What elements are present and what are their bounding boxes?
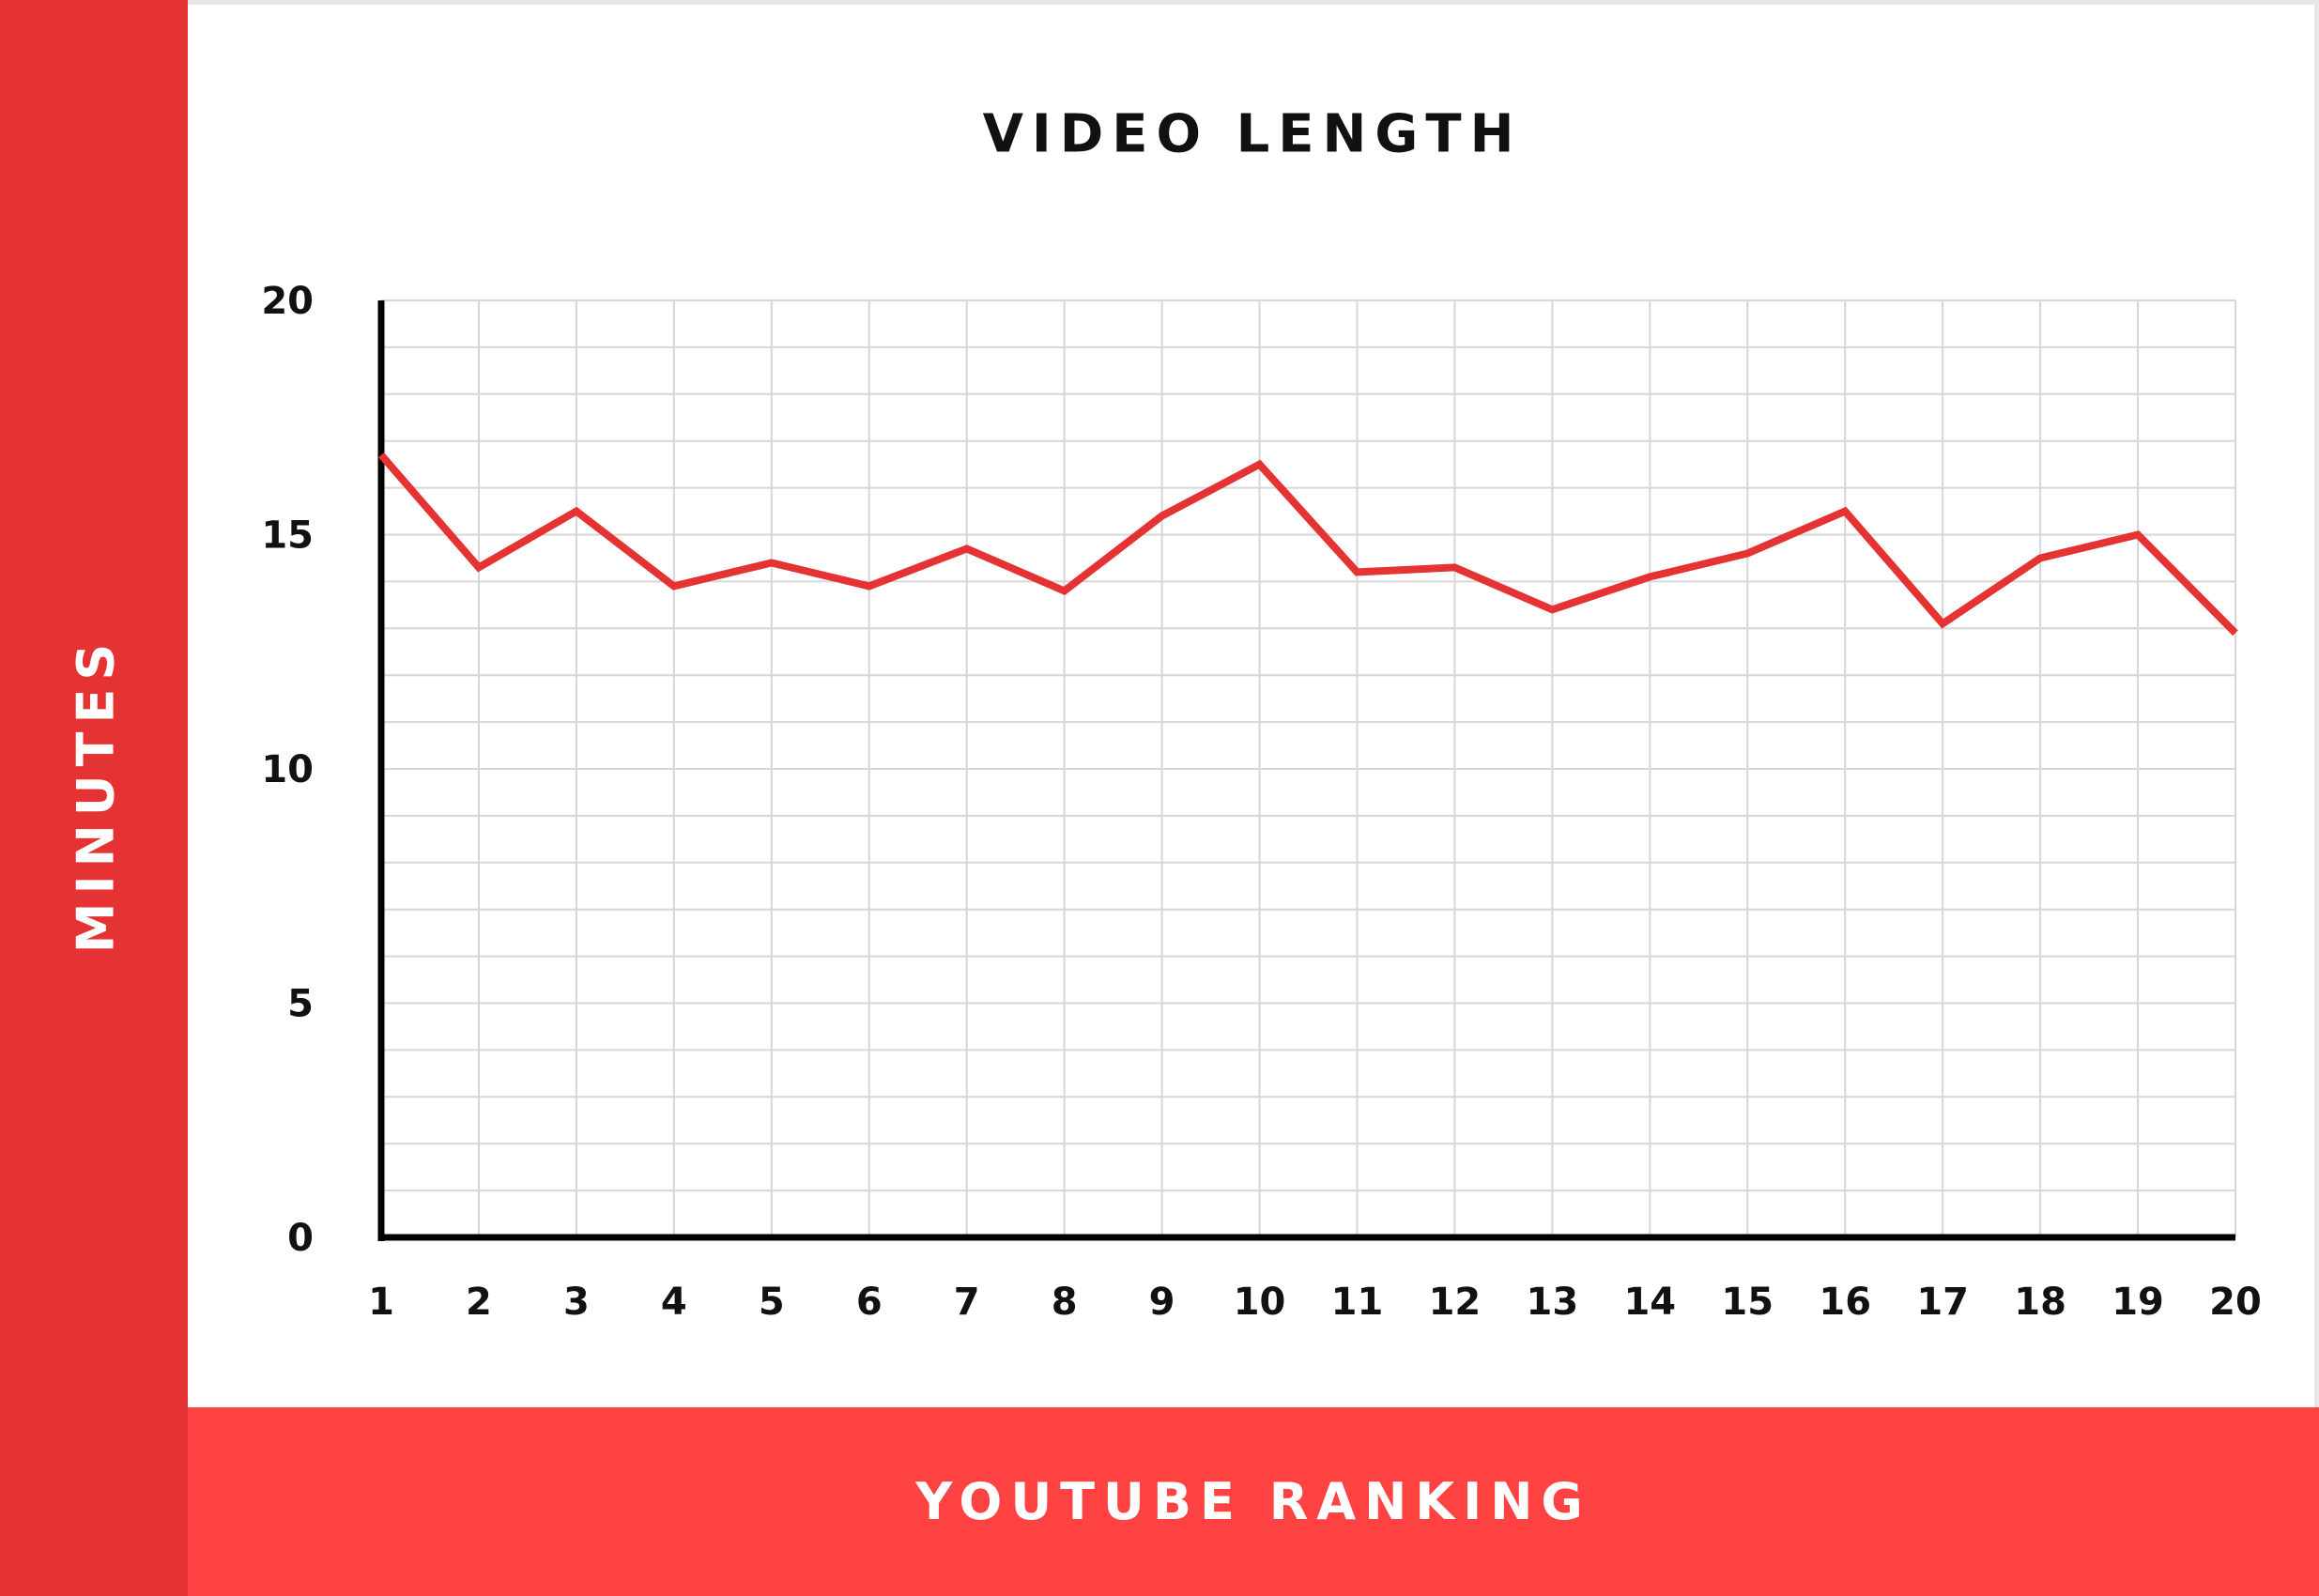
x-tick-label: 3: [563, 1281, 590, 1324]
x-axis-band: YOUTUBE RANKING: [188, 1407, 2319, 1596]
x-axis-label: YOUTUBE RANKING: [915, 1472, 1591, 1531]
x-tick-label: 12: [1429, 1281, 1482, 1324]
x-tick-label: 2: [466, 1281, 492, 1324]
y-tick-label: 15: [261, 514, 314, 558]
x-tick-label: 17: [1916, 1281, 1969, 1324]
x-tick-label: 4: [661, 1281, 687, 1324]
x-tick-label: 1: [368, 1281, 394, 1324]
x-tick-label: 18: [2014, 1281, 2066, 1324]
x-tick-label: 19: [2112, 1281, 2164, 1324]
y-tick-label: 5: [287, 983, 314, 1026]
x-tick-label: 13: [1527, 1281, 1579, 1324]
x-tick-label: 16: [1819, 1281, 1871, 1324]
x-tick-label: 8: [1052, 1281, 1078, 1324]
x-tick-label: 5: [759, 1281, 785, 1324]
right-border: [2314, 0, 2319, 1408]
chart-title: VIDEO LENGTH: [982, 103, 1523, 165]
y-axis-band: [0, 0, 188, 1596]
y-tick-label: 0: [287, 1217, 314, 1260]
x-tick-label: 10: [1234, 1281, 1286, 1324]
series-line: [377, 453, 2238, 637]
x-tick-label: 20: [2209, 1281, 2262, 1324]
x-tick-label: 15: [1721, 1281, 1774, 1324]
x-tick-label: 9: [1149, 1281, 1175, 1324]
x-tick-label: 11: [1331, 1281, 1384, 1324]
x-tick-label: 6: [856, 1281, 883, 1324]
top-border: [0, 0, 2319, 5]
x-tick-label: 14: [1623, 1281, 1676, 1324]
y-tick-label: 10: [261, 748, 314, 791]
y-tick-label: 20: [261, 280, 314, 323]
x-tick-label: 7: [954, 1281, 980, 1324]
